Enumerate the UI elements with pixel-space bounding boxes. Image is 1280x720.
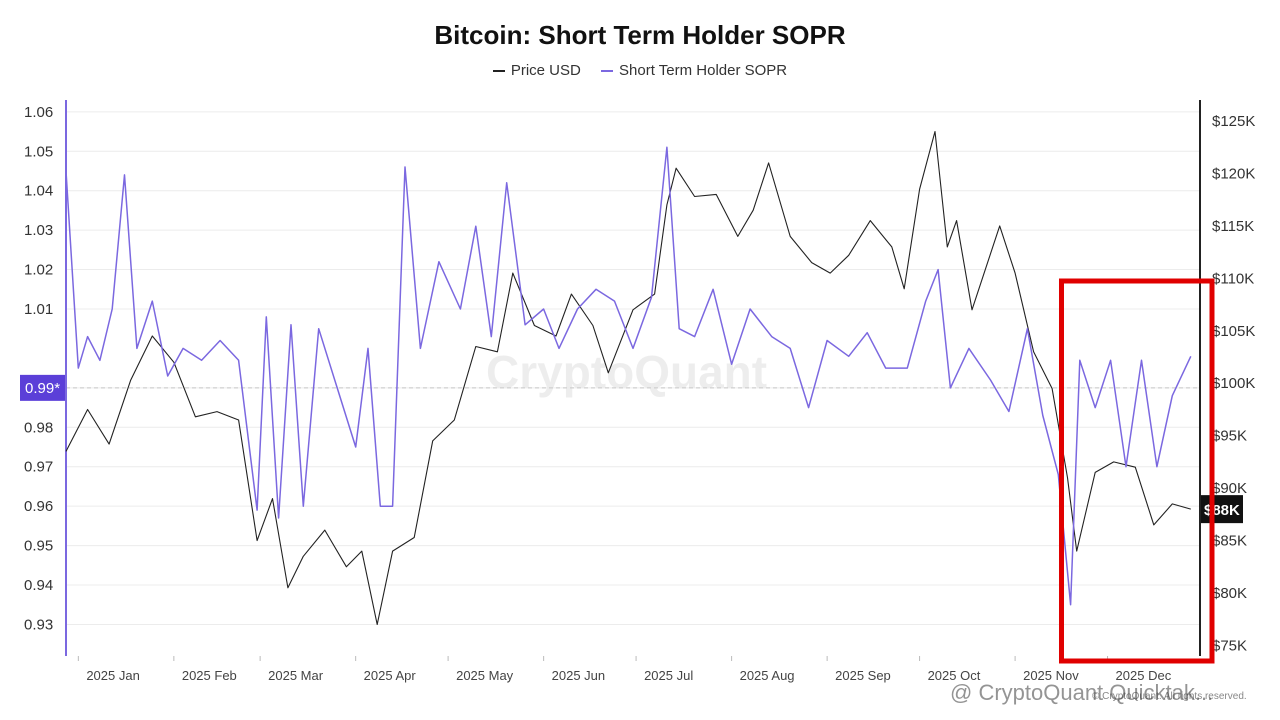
right-tick-label: $100K: [1212, 375, 1255, 392]
legend-label-sopr: Short Term Holder SOPR: [619, 62, 788, 79]
sopr-line: [65, 146, 1192, 606]
reference-badge: [20, 374, 66, 401]
x-tick-label: 2025 Nov: [1023, 668, 1079, 683]
current-price-badge: [1201, 495, 1243, 524]
right-tick-label: $105K: [1212, 323, 1255, 340]
copyright-note: © CryptoQuant. All rights reserved.: [1092, 691, 1247, 702]
x-tick-label: 2025 Sep: [835, 668, 891, 683]
x-tick-label: 2025 Oct: [928, 668, 981, 683]
x-tick-label: 2025 Dec: [1116, 668, 1172, 683]
x-tick-label: 2025 Jul: [644, 668, 693, 683]
right-tick-label: $120K: [1212, 165, 1255, 182]
left-tick-label: 0.98: [24, 419, 53, 436]
left-tick-label: 0.95: [24, 538, 53, 555]
source-watermark: @ CryptoQuant Quicktak...: [950, 680, 1214, 705]
left-tick-label: 1.03: [24, 222, 53, 239]
x-tick-label: 2025 Aug: [740, 668, 795, 683]
legend-swatch-sopr: [601, 70, 614, 73]
right-tick-label: $95K: [1212, 428, 1247, 445]
right-tick-label: $125K: [1212, 113, 1255, 130]
x-tick-label: 2025 Mar: [268, 668, 324, 683]
left-tick-label: 0.93: [24, 616, 53, 633]
right-tick-label: $90K: [1212, 480, 1247, 497]
left-tick-label: 0.94: [24, 577, 53, 594]
x-tick-label: 2025 Apr: [364, 668, 417, 683]
right-tick-label: $80K: [1212, 585, 1247, 602]
reference-badge-label: 0.99*: [25, 380, 60, 397]
x-tick-label: 2025 May: [456, 668, 514, 683]
right-tick-label: $85K: [1212, 533, 1247, 550]
left-tick-label: 1.05: [24, 143, 53, 160]
legend-item-price[interactable]: Price USD: [492, 62, 581, 79]
left-tick-label: 0.97: [24, 459, 53, 476]
left-tick-label: 0.96: [24, 498, 53, 515]
legend-label-price: Price USD: [510, 62, 581, 79]
left-tick-label: 1.02: [24, 262, 53, 279]
legend-swatch-price: [492, 70, 505, 73]
chart-title: Bitcoin: Short Term Holder SOPR: [434, 20, 846, 50]
right-tick-label: $75K: [1212, 638, 1247, 655]
left-tick-label: 1.04: [24, 183, 53, 200]
x-tick-label: 2025 Feb: [182, 668, 237, 683]
legend-item-sopr[interactable]: Short Term Holder SOPR: [601, 62, 787, 79]
x-tick-label: 2025 Jun: [552, 668, 606, 683]
cryptoquant-watermark: CryptoQuant: [486, 346, 768, 398]
highlight-box: [1058, 278, 1215, 664]
left-tick-label: 1.06: [24, 104, 53, 121]
chart-legend: Price USD Short Term Holder SOPR: [0, 62, 1280, 79]
x-tick-label: 2025 Jan: [86, 668, 139, 683]
right-tick-label: $115K: [1212, 218, 1254, 235]
price-usd-line: [65, 130, 1191, 626]
right-tick-label: $110K: [1212, 270, 1254, 287]
current-price-label: $88K: [1204, 502, 1240, 519]
left-tick-label: 1.01: [24, 301, 53, 318]
